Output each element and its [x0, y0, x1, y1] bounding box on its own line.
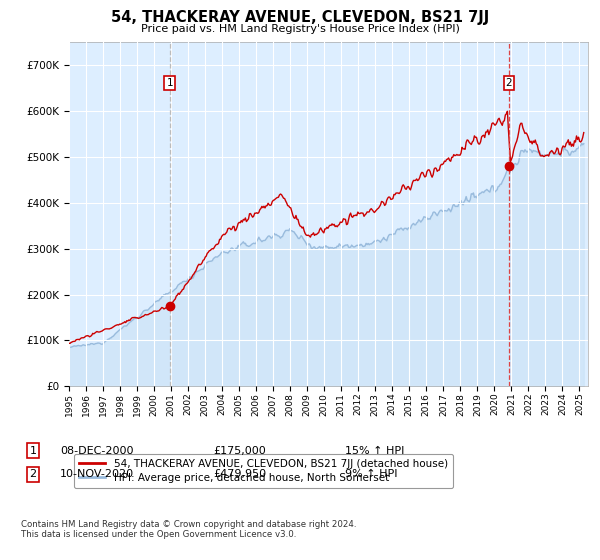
Text: 2: 2 [506, 78, 512, 88]
Text: £479,950: £479,950 [213, 469, 266, 479]
Text: Contains HM Land Registry data © Crown copyright and database right 2024.
This d: Contains HM Land Registry data © Crown c… [21, 520, 356, 539]
Legend: 54, THACKERAY AVENUE, CLEVEDON, BS21 7JJ (detached house), HPI: Average price, d: 54, THACKERAY AVENUE, CLEVEDON, BS21 7JJ… [74, 454, 453, 488]
Text: 54, THACKERAY AVENUE, CLEVEDON, BS21 7JJ: 54, THACKERAY AVENUE, CLEVEDON, BS21 7JJ [111, 10, 489, 25]
Text: 10-NOV-2020: 10-NOV-2020 [60, 469, 134, 479]
Text: 9% ↑ HPI: 9% ↑ HPI [345, 469, 398, 479]
Text: 15% ↑ HPI: 15% ↑ HPI [345, 446, 404, 456]
Text: 1: 1 [166, 78, 173, 88]
Text: £175,000: £175,000 [213, 446, 266, 456]
Text: 1: 1 [29, 446, 37, 456]
Text: 08-DEC-2000: 08-DEC-2000 [60, 446, 133, 456]
Text: Price paid vs. HM Land Registry's House Price Index (HPI): Price paid vs. HM Land Registry's House … [140, 24, 460, 34]
Text: 2: 2 [29, 469, 37, 479]
